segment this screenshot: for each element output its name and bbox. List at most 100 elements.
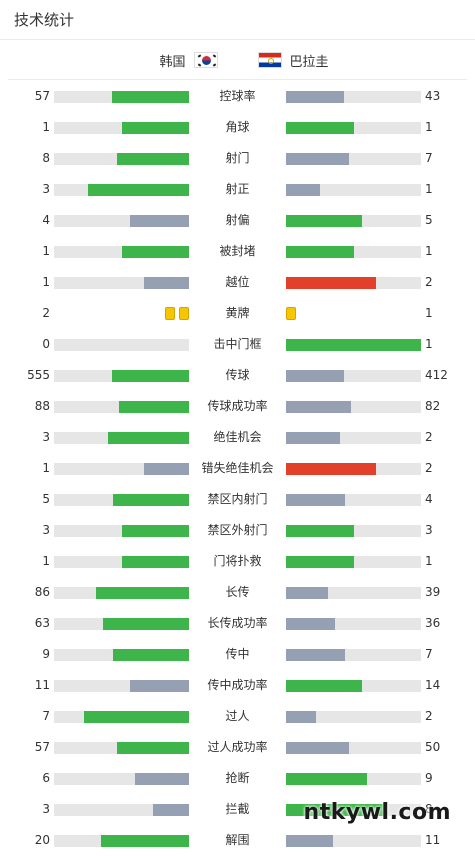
away-bar-fill xyxy=(286,91,345,103)
stat-label: 抢断 xyxy=(225,771,250,785)
stat-row: 1 门将扑救 1 xyxy=(0,546,475,577)
stats-list: 57 控球率 43 1 角球 1 8 射门 7 3 射正 1 4 射偏 5 1 被封堵 1 1 越位 2 2 黄牌 1 0 击中门… xyxy=(0,81,475,856)
stat-label: 绝佳机会 xyxy=(213,430,262,444)
stat-label: 控球率 xyxy=(219,89,256,103)
away-bar-fill xyxy=(286,184,320,196)
stat-row: 7 过人 2 xyxy=(0,701,475,732)
away-bar-track xyxy=(286,215,421,227)
home-value: 88 xyxy=(34,399,50,413)
home-value: 7 xyxy=(42,709,50,723)
stat-row: 4 射偏 5 xyxy=(0,205,475,236)
stat-row: 1 被封堵 1 xyxy=(0,236,475,267)
away-team-name: 巴拉圭 xyxy=(289,54,329,70)
away-bar-fill xyxy=(286,432,340,444)
home-bar-track xyxy=(54,153,189,165)
stat-row: 88 传球成功率 82 xyxy=(0,391,475,422)
stat-row: 1 角球 1 xyxy=(0,112,475,143)
away-bar-track xyxy=(286,742,421,754)
away-value: 1 xyxy=(425,244,433,258)
home-value: 3 xyxy=(42,182,50,196)
stat-row: 1 越位 2 xyxy=(0,267,475,298)
home-value: 1 xyxy=(42,461,50,475)
away-value: 39 xyxy=(425,585,441,599)
away-bar-track xyxy=(286,122,421,134)
away-value: 1 xyxy=(425,306,433,320)
stats-header: 技术统计 xyxy=(0,0,475,40)
yellow-card-icon xyxy=(286,307,296,320)
home-bar-track xyxy=(54,804,189,816)
home-value: 3 xyxy=(42,523,50,537)
stat-row: 8 射门 7 xyxy=(0,143,475,174)
home-bar-fill xyxy=(129,215,189,227)
away-value: 9 xyxy=(425,771,433,785)
home-value: 11 xyxy=(34,678,50,692)
home-bar-fill xyxy=(129,680,189,692)
away-value: 3 xyxy=(425,523,433,537)
stat-row: 20 解围 11 xyxy=(0,825,475,856)
away-value: 8 xyxy=(425,802,433,816)
away-bar-fill xyxy=(286,370,345,382)
stat-row: 3 拦截 8 xyxy=(0,794,475,825)
watermark: ntkywl.com xyxy=(303,800,451,825)
away-bar-track xyxy=(286,370,421,382)
home-bar-track xyxy=(54,432,189,444)
stat-row: 6 抢断 9 xyxy=(0,763,475,794)
away-bar-fill xyxy=(286,680,362,692)
stat-label: 错失绝佳机会 xyxy=(201,461,274,475)
home-yellow-cards xyxy=(165,307,189,320)
stat-label: 传中 xyxy=(225,647,250,661)
home-value: 86 xyxy=(34,585,50,599)
away-value: 2 xyxy=(425,275,433,289)
home-bar-fill xyxy=(144,277,189,289)
away-bar-fill xyxy=(286,122,354,134)
stat-row: 57 控球率 43 xyxy=(0,81,475,112)
home-bar-fill xyxy=(121,525,189,537)
home-value: 5 xyxy=(42,492,50,506)
home-bar-track xyxy=(54,587,189,599)
home-value: 2 xyxy=(42,306,50,320)
away-bar-track xyxy=(286,432,421,444)
away-bar-track xyxy=(286,587,421,599)
away-bar-fill xyxy=(286,649,346,661)
away-value: 4 xyxy=(425,492,433,506)
stat-label: 过人成功率 xyxy=(207,740,268,754)
stat-row: 3 射正 1 xyxy=(0,174,475,205)
home-bar-track xyxy=(54,184,189,196)
home-value: 57 xyxy=(34,89,50,103)
stat-row: 5 禁区内射门 4 xyxy=(0,484,475,515)
away-yellow-cards xyxy=(286,307,296,320)
stat-row: 3 绝佳机会 2 xyxy=(0,422,475,453)
home-value: 63 xyxy=(34,616,50,630)
home-bar-fill xyxy=(101,835,189,847)
home-bar-fill xyxy=(121,122,189,134)
away-value: 43 xyxy=(425,89,441,103)
home-bar-fill xyxy=(102,618,189,630)
away-bar-track xyxy=(286,339,421,351)
teams-bar: 韩国 巴拉圭 xyxy=(8,40,467,80)
away-value: 1 xyxy=(425,554,433,568)
stat-label: 黄牌 xyxy=(225,306,250,320)
home-bar-fill xyxy=(108,432,189,444)
away-value: 1 xyxy=(425,182,433,196)
home-bar-track xyxy=(54,618,189,630)
away-bar-fill xyxy=(286,618,335,630)
away-bar-fill xyxy=(286,804,385,816)
away-team: 巴拉圭 xyxy=(257,40,329,80)
away-value: 82 xyxy=(425,399,441,413)
away-bar-track xyxy=(286,680,421,692)
away-bar-fill xyxy=(286,153,350,165)
south-korea-flag-icon xyxy=(193,52,218,68)
away-value: 36 xyxy=(425,616,441,630)
home-bar-fill xyxy=(83,711,189,723)
away-bar-track xyxy=(286,773,421,785)
home-bar-track xyxy=(54,91,189,103)
away-bar-track xyxy=(286,153,421,165)
away-bar-fill xyxy=(286,463,377,475)
home-bar-track xyxy=(54,773,189,785)
away-bar-track xyxy=(286,91,421,103)
home-bar-track xyxy=(54,277,189,289)
home-value: 6 xyxy=(42,771,50,785)
home-bar-track xyxy=(54,122,189,134)
away-bar-track xyxy=(286,277,421,289)
home-bar-fill xyxy=(121,246,189,258)
